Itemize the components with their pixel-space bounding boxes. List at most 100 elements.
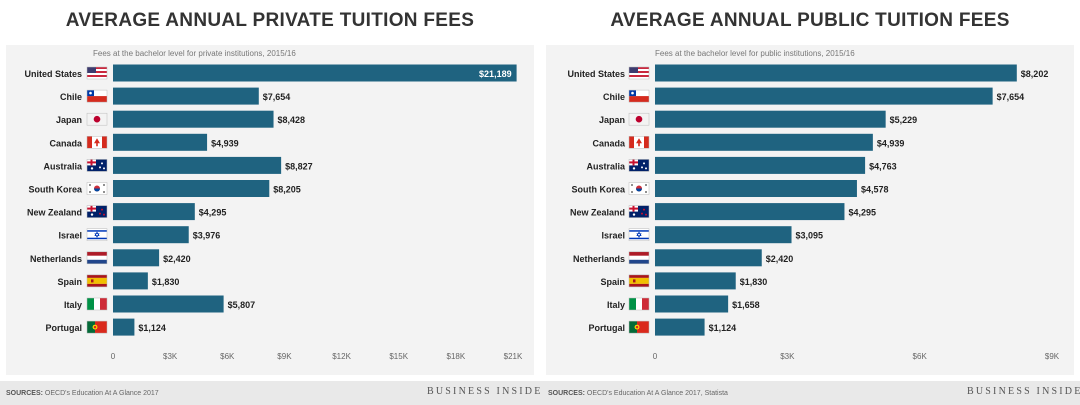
bar [113, 226, 189, 244]
x-tick-label: $3K [163, 352, 178, 361]
category-label: New Zealand [570, 208, 625, 218]
new-zealand-flag-icon [86, 205, 108, 218]
bar [655, 64, 1017, 82]
value-label: $5,807 [228, 300, 256, 310]
portugal-flag-icon [86, 320, 108, 334]
bar [113, 133, 208, 151]
category-label: Canada [49, 138, 83, 148]
bar [113, 156, 282, 174]
footer-bar [540, 381, 1080, 405]
value-label: $7,654 [263, 92, 291, 102]
value-label: $8,827 [285, 161, 313, 171]
value-label: $2,420 [766, 254, 794, 264]
footer-bar [0, 381, 540, 405]
category-label: Israel [58, 231, 82, 241]
category-label: Australia [43, 161, 83, 171]
category-label: South Korea [571, 185, 625, 195]
private-tuition-bar-chart: United States $21,189 Chile $7,654 Japan $8,4… [24, 64, 523, 361]
value-label: $1,830 [152, 277, 180, 287]
x-tick-label: $21K [504, 352, 523, 361]
category-label: Israel [601, 231, 625, 241]
japan-flag-icon [628, 112, 650, 126]
netherlands-flag-icon [628, 251, 650, 265]
source-note: SOURCES: OECD's Education At A Glance 20… [548, 390, 728, 397]
bar [113, 110, 274, 128]
value-label: $3,976 [193, 231, 221, 241]
brand-logo: BUSINESS INSIDER [967, 386, 1080, 397]
value-label: $5,229 [890, 115, 918, 125]
bar [113, 295, 224, 313]
source-label: SOURCES: [548, 390, 585, 397]
value-label: $4,939 [211, 138, 239, 148]
x-tick-label: $12K [332, 352, 351, 361]
category-label: South Korea [28, 185, 82, 195]
private-tuition-chart-panel: AVERAGE ANNUAL PRIVATE TUITION FEES Fees… [0, 10, 549, 405]
source-text: OECD's Education At A Glance 2017 [44, 390, 159, 397]
japan-flag-icon [86, 112, 108, 126]
category-label: Chile [603, 92, 625, 102]
public-tuition-bar-chart: United States $8,202 Chile $7,654 Japan $5,22… [567, 64, 1060, 361]
category-label: Spain [600, 277, 625, 287]
x-tick-label: $3K [780, 352, 795, 361]
spain-flag-icon [628, 274, 650, 288]
x-tick-label: $6K [913, 352, 928, 361]
category-label: Portugal [45, 323, 82, 333]
australia-flag-icon [628, 159, 650, 172]
bar [113, 203, 195, 221]
chile-flag-icon [628, 89, 650, 103]
value-label: $8,202 [1021, 69, 1049, 79]
value-label: $1,124 [138, 323, 166, 333]
category-label: Portugal [588, 323, 625, 333]
chile-flag-icon [86, 89, 108, 103]
source-note: SOURCES: OECD's Education At A Glance 20… [6, 390, 159, 397]
bar [655, 249, 762, 267]
category-label: Canada [592, 138, 626, 148]
x-tick-label: 0 [653, 352, 658, 361]
category-label: Italy [607, 300, 625, 310]
south-korea-flag-icon [86, 182, 108, 195]
bar [655, 180, 857, 197]
bar [655, 87, 993, 105]
bar [113, 318, 135, 336]
value-label: $21,189 [479, 69, 512, 79]
bar [655, 203, 845, 221]
value-label: $1,658 [732, 300, 760, 310]
value-label: $4,295 [848, 208, 876, 218]
category-label: New Zealand [27, 208, 82, 218]
portugal-flag-icon [628, 320, 650, 334]
italy-flag-icon [628, 297, 650, 311]
bar [655, 110, 886, 128]
us-flag-icon [628, 66, 650, 80]
chart-subtitle: Fees at the bachelor level for private i… [93, 49, 296, 58]
x-tick-label: $18K [447, 352, 466, 361]
x-tick-label: 0 [111, 352, 116, 361]
chart-title: AVERAGE ANNUAL PRIVATE TUITION FEES [65, 10, 475, 31]
chart-title: AVERAGE ANNUAL PUBLIC TUITION FEES [610, 10, 1010, 31]
value-label: $8,205 [273, 185, 301, 195]
bar [113, 87, 259, 105]
category-label: Japan [599, 115, 625, 125]
bar [113, 180, 270, 197]
category-label: United States [567, 69, 625, 79]
public-tuition-chart-panel: AVERAGE ANNUAL PUBLIC TUITION FEES Fees … [540, 0, 1080, 405]
bar [655, 156, 866, 174]
value-label: $4,763 [869, 161, 897, 171]
value-label: $8,428 [278, 115, 306, 125]
spain-flag-icon [86, 274, 108, 288]
category-label: Netherlands [30, 254, 82, 264]
bar [113, 272, 148, 290]
italy-flag-icon [86, 297, 108, 311]
us-flag-icon [86, 66, 108, 80]
value-label: $2,420 [163, 254, 191, 264]
brand-logo: BUSINESS INSIDER [427, 386, 552, 397]
category-label: Australia [586, 161, 626, 171]
category-label: Spain [57, 277, 82, 287]
israel-flag-icon [86, 228, 108, 241]
bar [655, 133, 873, 151]
value-label: $3,095 [796, 231, 824, 241]
bar [113, 64, 517, 82]
x-tick-label: $9K [1045, 352, 1060, 361]
category-label: United States [24, 69, 82, 79]
category-label: Chile [60, 92, 82, 102]
source-text: OECD's Education At A Glance 2017, Stati… [586, 390, 728, 397]
